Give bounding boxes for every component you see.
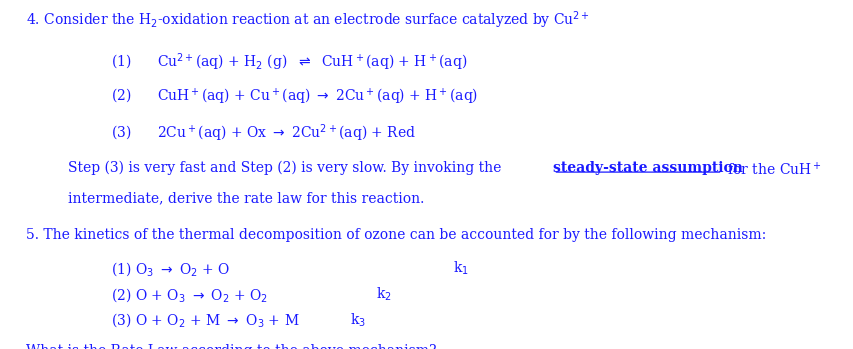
Text: k$_3$: k$_3$: [350, 311, 366, 329]
Text: (2) O + O$_3$ $\rightarrow$ O$_2$ + O$_2$: (2) O + O$_3$ $\rightarrow$ O$_2$ + O$_2…: [111, 286, 268, 304]
Text: (3)      2Cu$^+$(aq) + Ox $\rightarrow$ 2Cu$^{2+}$(aq) + Red: (3) 2Cu$^+$(aq) + Ox $\rightarrow$ 2Cu$^…: [111, 122, 415, 143]
Text: (1)      Cu$^{2+}$(aq) + H$_2$ (g)  $\rightleftharpoons$  CuH$^+$(aq) + H$^+$(aq: (1) Cu$^{2+}$(aq) + H$_2$ (g) $\rightlef…: [111, 51, 467, 73]
Text: 4. Consider the H$_2$-oxidation reaction at an electrode surface catalyzed by Cu: 4. Consider the H$_2$-oxidation reaction…: [26, 10, 589, 31]
Text: intermediate, derive the rate law for this reaction.: intermediate, derive the rate law for th…: [68, 191, 424, 205]
Text: steady-state assumption: steady-state assumption: [552, 161, 741, 174]
Text: (3) O + O$_2$ + M $\rightarrow$ O$_3$ + M: (3) O + O$_2$ + M $\rightarrow$ O$_3$ + …: [111, 311, 299, 329]
Text: Step (3) is very fast and Step (2) is very slow. By invoking the: Step (3) is very fast and Step (2) is ve…: [68, 161, 506, 175]
Text: k$_2$: k$_2$: [375, 286, 391, 303]
Text: What is the Rate Law according to the above mechanism?: What is the Rate Law according to the ab…: [26, 343, 436, 349]
Text: 5. The kinetics of the thermal decomposition of ozone can be accounted for by th: 5. The kinetics of the thermal decomposi…: [26, 228, 765, 242]
Text: for the CuH$^+$: for the CuH$^+$: [722, 161, 821, 178]
Text: k$_1$: k$_1$: [452, 260, 467, 277]
Text: (2)      CuH$^+$(aq) + Cu$^+$(aq) $\rightarrow$ 2Cu$^+$(aq) + H$^+$(aq): (2) CuH$^+$(aq) + Cu$^+$(aq) $\rightarro…: [111, 87, 478, 107]
Text: (1) O$_3$ $\rightarrow$ O$_2$ + O: (1) O$_3$ $\rightarrow$ O$_2$ + O: [111, 260, 229, 278]
